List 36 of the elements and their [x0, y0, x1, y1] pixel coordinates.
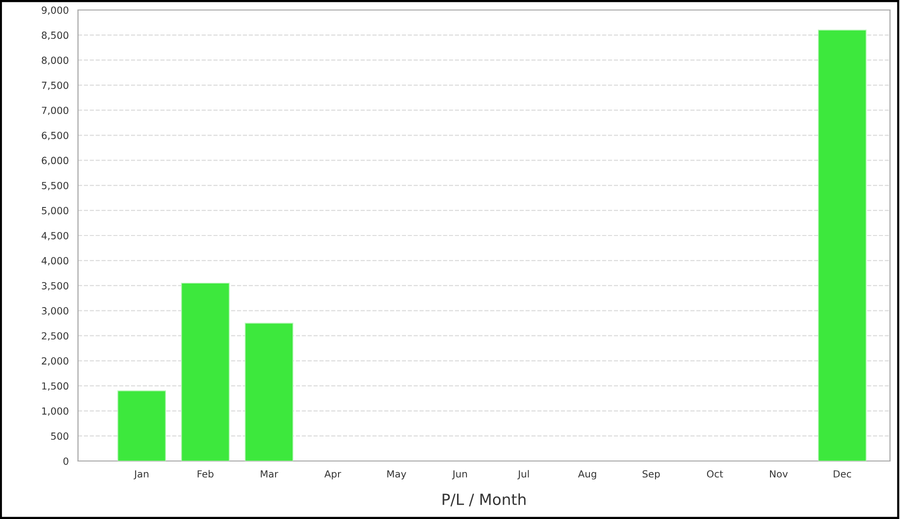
y-tick-label: 2,000 — [42, 357, 68, 366]
x-tick-label: Feb — [198, 470, 214, 478]
y-tick-label: 2,500 — [42, 332, 68, 341]
y-tick-label: 4,500 — [42, 232, 68, 240]
y-tick-label: 9,000 — [42, 6, 68, 15]
y-tick-label: 1,500 — [42, 382, 68, 391]
bar — [244, 322, 294, 461]
y-tick-label: 500 — [51, 432, 68, 440]
y-tick-label: 8,500 — [42, 32, 68, 40]
bar — [117, 390, 166, 461]
x-tick-label: Dec — [834, 470, 852, 478]
y-tick-label: 7,000 — [42, 106, 68, 116]
x-tick-label: May — [387, 470, 406, 480]
y-tick-label: 6,500 — [42, 132, 68, 140]
y-tick-label: 6,000 — [42, 156, 68, 166]
x-tick-label: Apr — [324, 470, 342, 480]
x-tick-label: Nov — [770, 470, 788, 478]
bar — [818, 30, 867, 461]
y-tick-label: 1,000 — [42, 407, 68, 416]
y-tick-label: 5,500 — [42, 182, 68, 190]
x-tick-label: Mar — [260, 470, 278, 478]
x-tick-label: Jan — [134, 470, 148, 480]
x-tick-label: Jul — [517, 470, 529, 480]
x-tick-label: Sep — [642, 470, 660, 480]
y-tick-label: 7,500 — [42, 82, 68, 90]
bar — [181, 282, 230, 461]
y-tick-label: 0 — [63, 457, 68, 465]
y-tick-label: 5,000 — [42, 206, 68, 216]
x-tick-label: Aug — [578, 470, 596, 480]
y-tick-label: 4,000 — [42, 257, 68, 266]
x-tick-label: Jun — [452, 470, 467, 480]
x-axis-title: P/L / Month — [442, 493, 526, 506]
y-tick-label: 3,000 — [42, 307, 68, 316]
y-tick-label: 3,500 — [42, 282, 68, 290]
y-tick-label: 8,000 — [42, 56, 68, 65]
x-tick-label: Oct — [707, 470, 724, 478]
